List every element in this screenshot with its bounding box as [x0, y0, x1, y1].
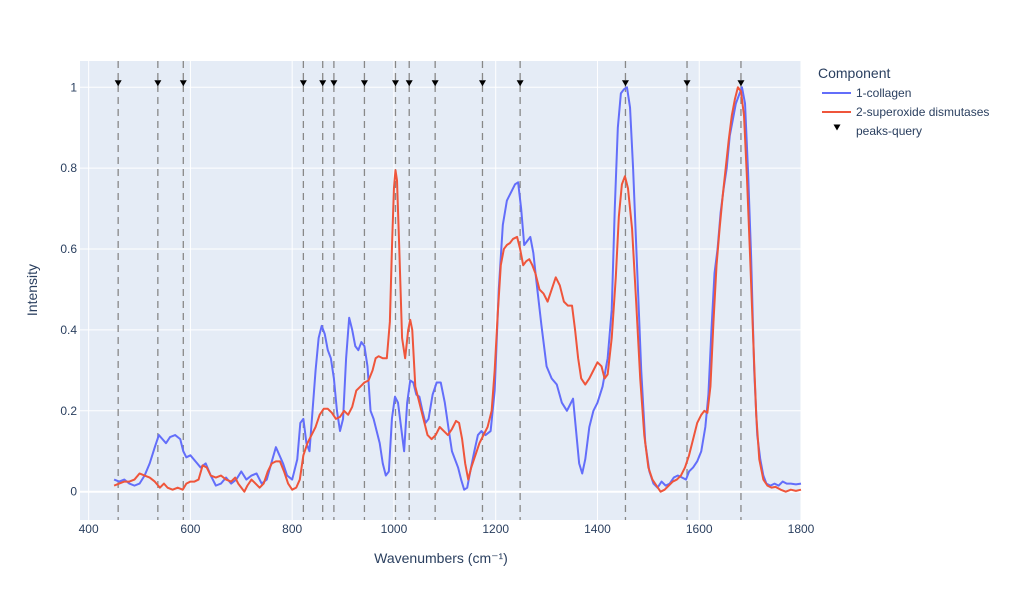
- y-tick-label: 0: [70, 485, 77, 499]
- peak-marker[interactable]: [299, 80, 307, 87]
- y-tick-label: 0.6: [60, 242, 77, 256]
- legend-item-collagen[interactable]: 1-collagen: [822, 86, 911, 100]
- series-lines: [113, 86, 802, 493]
- legend-label-peaks-query: peaks-query: [856, 124, 922, 138]
- x-tick-label: 1000: [381, 522, 408, 536]
- x-tick-label: 1400: [584, 522, 611, 536]
- peak-markers: [114, 80, 745, 87]
- peak-marker[interactable]: [319, 80, 327, 87]
- legend-item-peaks-query[interactable]: peaks-query: [833, 124, 923, 138]
- x-tick-label: 800: [282, 522, 302, 536]
- peak-marker[interactable]: [621, 80, 629, 87]
- legend-item-superoxide-dismutases[interactable]: 2-superoxide dismutases: [822, 105, 989, 119]
- legend-label-superoxide-dismutases: 2-superoxide dismutases: [856, 105, 989, 119]
- x-tick-label: 600: [180, 522, 200, 536]
- peak-marker[interactable]: [516, 80, 524, 87]
- peak-marker[interactable]: [431, 80, 439, 87]
- y-tick-label: 0.2: [60, 404, 77, 418]
- peak-marker[interactable]: [154, 80, 162, 87]
- plot-background: [80, 61, 801, 520]
- y-tick-label: 0.8: [60, 161, 77, 175]
- peak-marker[interactable]: [737, 80, 745, 87]
- peak-marker[interactable]: [683, 80, 691, 87]
- peak-marker[interactable]: [478, 80, 486, 87]
- x-axis-label: Wavenumbers (cm⁻¹): [374, 550, 508, 566]
- x-tick-label: 1200: [482, 522, 509, 536]
- peak-marker[interactable]: [391, 80, 399, 87]
- legend-title: Component: [818, 65, 890, 81]
- peak-marker[interactable]: [114, 80, 122, 87]
- tick-labels: 400 600 800 1000 1200 1400 1600 1800 0 0.2 0.4 0.6 0…: [60, 80, 814, 536]
- peak-lines: [117, 61, 742, 520]
- peak-marker[interactable]: [360, 80, 368, 87]
- series-line-2[interactable]: [113, 86, 802, 493]
- legend-swatch-peaks-query: [833, 124, 841, 131]
- x-tick-label: 400: [79, 522, 99, 536]
- peak-marker[interactable]: [179, 80, 187, 87]
- series-line-1[interactable]: [113, 86, 802, 491]
- y-tick-label: 1: [70, 80, 77, 94]
- legend-label-collagen: 1-collagen: [856, 86, 911, 100]
- x-tick-label: 1600: [686, 522, 713, 536]
- peak-marker[interactable]: [405, 80, 413, 87]
- x-tick-label: 1800: [788, 522, 815, 536]
- peak-marker[interactable]: [330, 80, 338, 87]
- legend: Component 1-collagen 2-superoxide dismut…: [818, 65, 989, 138]
- y-tick-label: 0.4: [60, 323, 77, 337]
- y-axis-label: Intensity: [24, 264, 40, 316]
- grid-lines: [80, 61, 802, 520]
